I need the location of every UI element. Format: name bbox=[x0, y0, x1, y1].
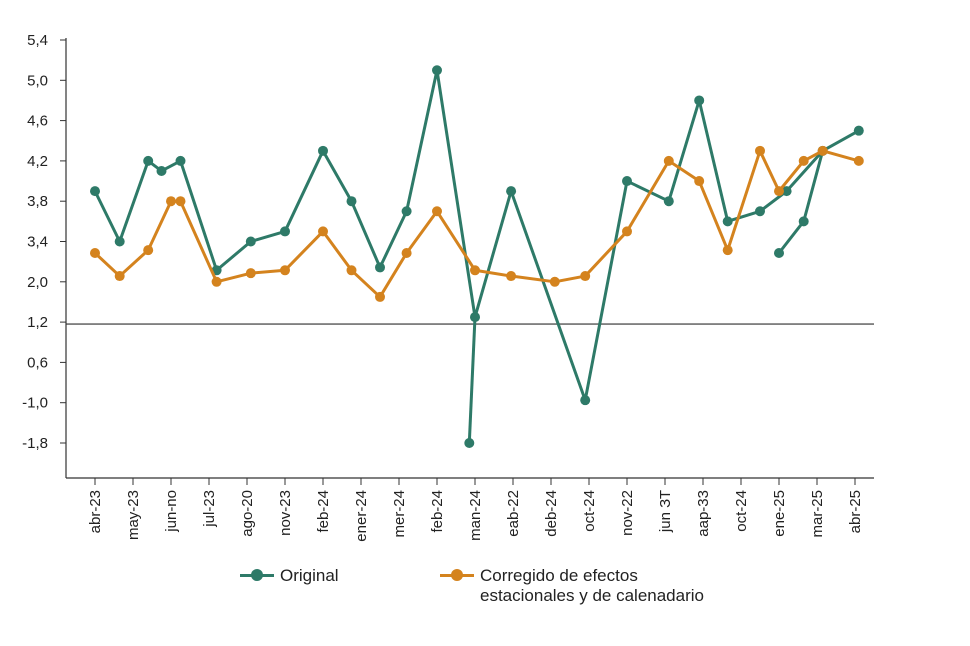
x-tick-label: man-24 bbox=[467, 490, 484, 541]
data-point bbox=[114, 236, 125, 247]
x-tick-label: nov-22 bbox=[619, 490, 636, 536]
y-tick-label: 4,2 bbox=[27, 153, 48, 170]
data-point bbox=[722, 216, 733, 227]
data-point bbox=[245, 268, 256, 279]
y-tick-label: 2,0 bbox=[27, 274, 48, 291]
data-point bbox=[346, 196, 357, 207]
y-tick-label: 5,0 bbox=[27, 72, 48, 89]
series-adjusted bbox=[90, 145, 864, 302]
data-point bbox=[90, 248, 100, 259]
data-point bbox=[143, 245, 154, 256]
y-tick-label: 0,6 bbox=[27, 354, 48, 371]
data-point bbox=[156, 165, 167, 176]
legend-item-original: Original bbox=[240, 566, 339, 586]
y-tick-label: -1,0 bbox=[22, 395, 48, 412]
x-tick-label: mer-24 bbox=[391, 490, 408, 538]
data-point bbox=[318, 145, 328, 156]
x-tick-label: eab-22 bbox=[505, 490, 522, 537]
y-axis-ticks: 5,4 5,0 4,6 4,2 3,8 3,4 2,0 1,2 0,6 -1,0 -1,8 bbox=[22, 32, 66, 452]
series-original bbox=[90, 65, 864, 448]
data-point bbox=[375, 291, 385, 302]
x-tick-label: ener-24 bbox=[353, 490, 370, 542]
data-point bbox=[853, 125, 864, 136]
legend-item-adjusted: Corregido de efectos estacionales y de c… bbox=[440, 566, 704, 606]
series-segment bbox=[467, 316, 477, 444]
x-tick-label: ene-25 bbox=[771, 490, 788, 537]
x-tick-label: feb-24 bbox=[429, 490, 446, 533]
data-point bbox=[318, 226, 328, 237]
data-point bbox=[90, 186, 100, 197]
data-point bbox=[580, 395, 591, 406]
data-point bbox=[346, 265, 357, 276]
x-tick-label: abr-25 bbox=[847, 490, 864, 533]
x-tick-label: deb-24 bbox=[543, 490, 560, 537]
x-tick-label: abr-23 bbox=[87, 490, 104, 533]
x-tick-label: oct-24 bbox=[581, 490, 598, 532]
y-tick-label: 3,8 bbox=[27, 193, 48, 210]
data-point bbox=[755, 206, 765, 217]
data-point bbox=[549, 276, 560, 287]
data-point bbox=[694, 95, 705, 106]
data-point bbox=[663, 155, 674, 166]
data-point bbox=[798, 216, 809, 227]
data-point bbox=[506, 186, 517, 197]
data-point bbox=[175, 155, 186, 166]
series-line bbox=[93, 149, 860, 299]
data-point bbox=[798, 155, 809, 166]
data-point bbox=[280, 265, 290, 276]
data-point bbox=[622, 176, 632, 187]
data-point bbox=[464, 438, 475, 448]
data-point bbox=[175, 196, 186, 207]
x-tick-label: feb-24 bbox=[315, 490, 332, 533]
data-point bbox=[663, 196, 674, 207]
x-tick-label: jul-23 bbox=[201, 490, 218, 528]
y-tick-label: 1,2 bbox=[27, 314, 48, 331]
y-tick-label: 3,4 bbox=[27, 234, 48, 251]
data-point bbox=[755, 145, 765, 156]
x-tick-label: aap-33 bbox=[695, 490, 712, 537]
data-point bbox=[817, 145, 828, 156]
x-tick-label: jun ЗТ bbox=[657, 490, 674, 533]
data-point bbox=[580, 271, 591, 282]
data-point bbox=[694, 176, 705, 187]
data-point bbox=[375, 262, 385, 273]
data-point bbox=[401, 248, 412, 259]
data-point bbox=[401, 206, 412, 217]
legend-label-original: Original bbox=[280, 566, 339, 585]
legend-label-adjusted: Corregido de efectos estacionales y de c… bbox=[480, 566, 704, 605]
x-tick-label: oct-24 bbox=[733, 490, 750, 532]
legend: Original Corregido de efectos estacional… bbox=[240, 566, 940, 626]
y-tick-label: 5,4 bbox=[27, 32, 48, 49]
data-point bbox=[166, 196, 176, 207]
series-lines bbox=[90, 65, 864, 448]
data-point bbox=[432, 206, 442, 217]
data-point bbox=[114, 271, 125, 282]
y-tick-label: 4,6 bbox=[27, 113, 48, 130]
data-point bbox=[245, 236, 256, 247]
x-tick-label: may-23 bbox=[125, 490, 142, 540]
x-tick-label: jun-no bbox=[163, 490, 180, 533]
x-tick-label: mar-25 bbox=[809, 490, 826, 538]
x-tick-label: ago-20 bbox=[239, 490, 256, 537]
data-point bbox=[853, 155, 864, 166]
data-point bbox=[774, 186, 784, 197]
legend-swatch-original bbox=[240, 566, 274, 584]
legend-swatch-adjusted bbox=[440, 566, 474, 584]
data-point bbox=[622, 226, 632, 237]
x-tick-label: nov-23 bbox=[277, 490, 294, 536]
data-point bbox=[781, 186, 792, 197]
data-point bbox=[722, 245, 733, 256]
data-point bbox=[143, 155, 154, 166]
series-line bbox=[93, 68, 860, 402]
data-point bbox=[506, 271, 517, 282]
data-point bbox=[774, 248, 784, 259]
data-point bbox=[211, 276, 222, 287]
y-tick-label: -1,8 bbox=[22, 435, 48, 452]
x-axis-ticks: abr-23 may-23 jun-no jul-23 ago-20 nov-23 feb-… bbox=[87, 478, 864, 542]
data-point bbox=[470, 265, 480, 276]
axes bbox=[65, 38, 874, 479]
data-point bbox=[280, 226, 290, 237]
data-point bbox=[432, 65, 442, 76]
